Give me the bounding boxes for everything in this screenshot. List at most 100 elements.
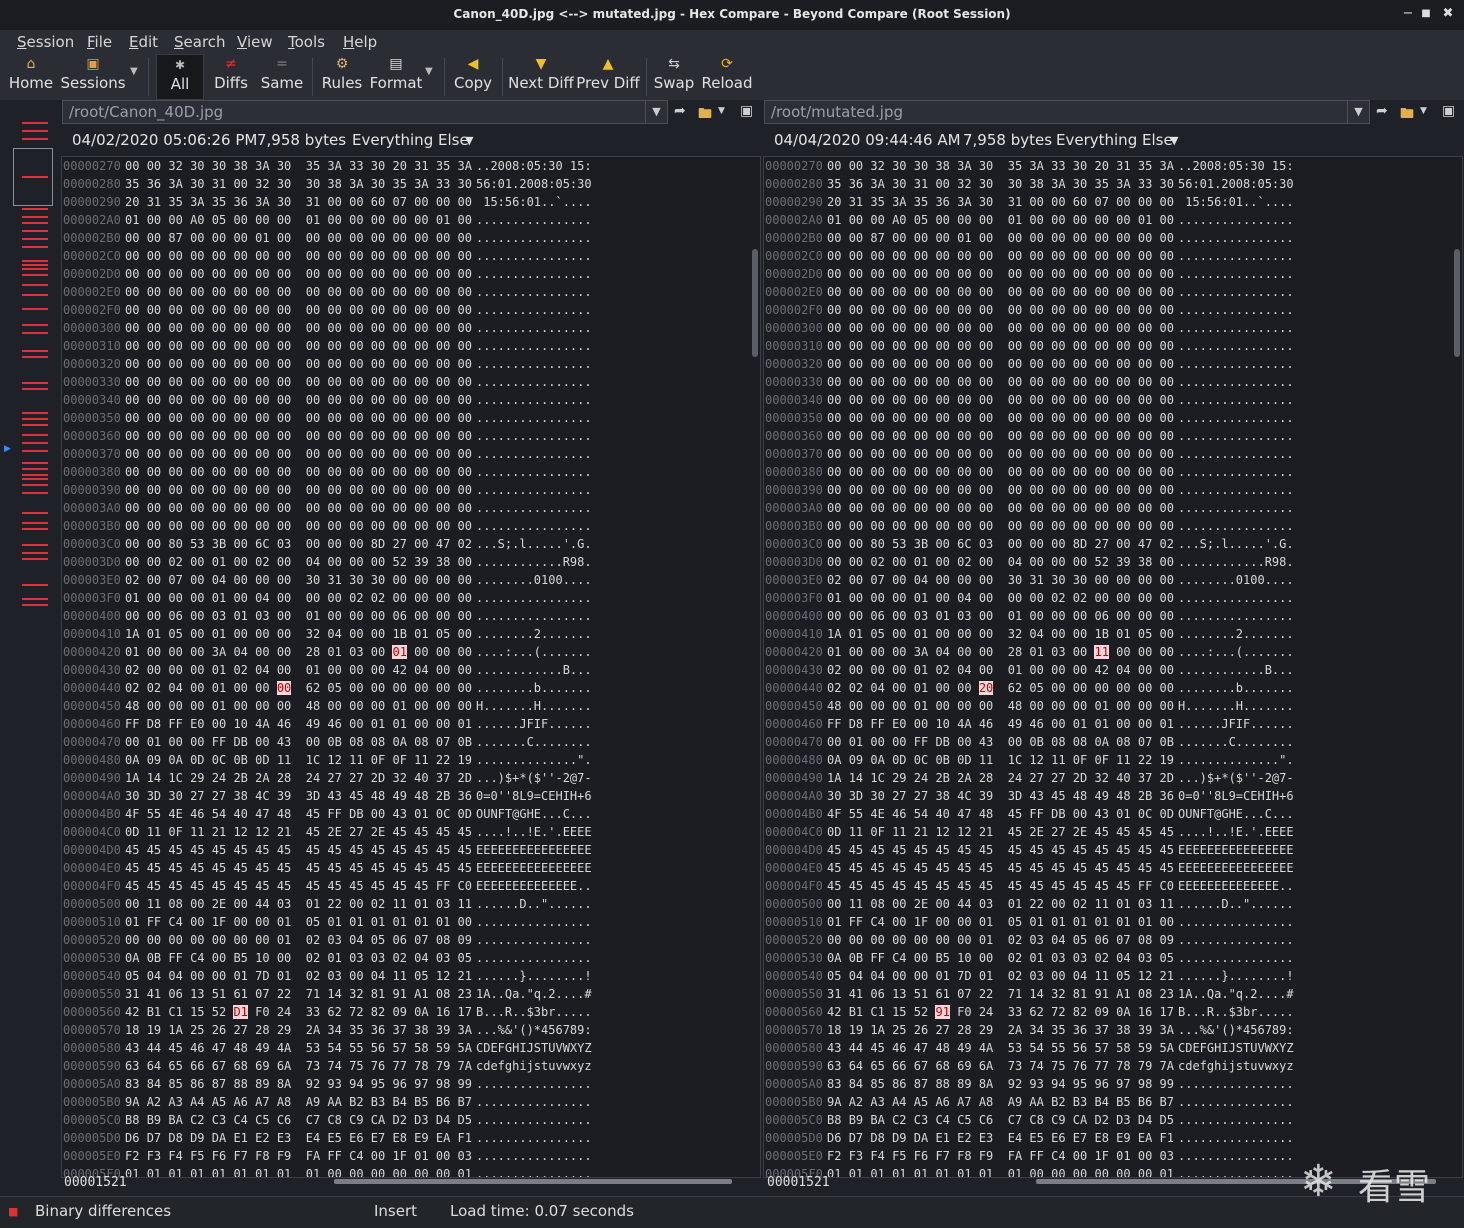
hex-byte[interactable]: 00: [392, 375, 407, 389]
hex-row[interactable]: 000002B0 00 00 87 00 00 00 01 00 00 00 00…: [62, 229, 748, 247]
hex-row[interactable]: 00000450 48 00 00 00 01 00 00 00 48 00 00…: [764, 697, 1450, 715]
hex-byte[interactable]: 30: [370, 573, 386, 587]
ascii-text[interactable]: ..............".: [1178, 753, 1294, 767]
hex-byte[interactable]: 36: [457, 789, 472, 803]
hex-byte[interactable]: 01: [1094, 915, 1109, 929]
hex-byte[interactable]: 1A: [827, 627, 842, 641]
ascii-text[interactable]: ................: [1178, 429, 1294, 443]
hex-byte[interactable]: 00: [935, 285, 950, 299]
diff-marker[interactable]: [22, 230, 48, 232]
hex-byte[interactable]: 31: [146, 195, 162, 209]
hex-byte[interactable]: 01: [276, 1167, 292, 1178]
hex-byte[interactable]: 00: [1094, 519, 1109, 533]
hex-byte[interactable]: 05: [1159, 951, 1174, 965]
hex-byte[interactable]: 01: [1116, 807, 1131, 821]
hex-byte[interactable]: 00: [233, 321, 248, 335]
hex-row[interactable]: 00000390 00 00 00 00 00 00 00 00 00 00 00…: [764, 481, 1450, 499]
hex-byte[interactable]: 38: [414, 1023, 429, 1037]
hex-byte[interactable]: 0D: [190, 753, 205, 767]
hex-bytes[interactable]: 45 45 45 45 45 45 45 45 45 45 45 45 45 4…: [125, 841, 472, 859]
ascii-text[interactable]: CDEFGHIJSTUVWXYZ: [476, 1041, 592, 1055]
hex-byte[interactable]: 48: [414, 789, 429, 803]
hex-byte[interactable]: 09: [1159, 933, 1174, 947]
save-icon[interactable]: ▣: [1442, 103, 1456, 119]
hex-byte[interactable]: 00: [190, 267, 205, 281]
hex-byte[interactable]: 01: [168, 1167, 183, 1178]
hex-byte[interactable]: 45: [1094, 861, 1109, 875]
hex-byte[interactable]: 89: [957, 1077, 972, 1091]
hex-byte[interactable]: 00: [935, 519, 950, 533]
hex-byte[interactable]: 00: [1094, 429, 1109, 443]
hex-byte[interactable]: 00: [1072, 339, 1088, 353]
hex-byte[interactable]: 00: [457, 285, 472, 299]
hex-byte[interactable]: 00: [935, 573, 950, 587]
hex-byte[interactable]: 00: [392, 681, 407, 695]
hex-byte[interactable]: C4: [190, 951, 205, 965]
hex-byte[interactable]: FF: [435, 879, 451, 893]
ascii-text[interactable]: ................: [1178, 285, 1294, 299]
hex-byte[interactable]: 25: [892, 1023, 907, 1037]
hex-byte[interactable]: B7: [457, 1095, 472, 1109]
hex-byte[interactable]: 00: [190, 591, 205, 605]
hex-byte[interactable]: 43: [327, 789, 342, 803]
hex-byte[interactable]: FA: [305, 1149, 321, 1163]
hex-byte[interactable]: 55: [1051, 1041, 1066, 1055]
hex-byte[interactable]: 12: [435, 969, 451, 983]
hex-byte[interactable]: 00: [1094, 573, 1109, 587]
hex-byte[interactable]: 00: [305, 519, 321, 533]
hex-byte[interactable]: 59: [1137, 1041, 1153, 1055]
hex-byte[interactable]: 43: [125, 1041, 140, 1055]
hex-byte[interactable]: 00: [146, 573, 162, 587]
hex-byte[interactable]: 0D: [1159, 807, 1174, 821]
hex-byte[interactable]: 04: [1116, 951, 1131, 965]
hex-byte[interactable]: D2: [392, 1113, 407, 1127]
hex-byte[interactable]: 29: [276, 1023, 292, 1037]
hex-byte[interactable]: 00: [414, 1167, 429, 1178]
hex-byte[interactable]: 00: [1007, 411, 1023, 425]
diff-marker[interactable]: [22, 412, 48, 414]
hex-row[interactable]: 00000440 02 02 04 00 01 00 00 00 62 05 00…: [62, 679, 748, 697]
hex-byte[interactable]: 00: [190, 375, 205, 389]
hex-byte[interactable]: 0B: [457, 735, 472, 749]
hex-byte[interactable]: 00: [414, 231, 429, 245]
hex-byte[interactable]: C8: [1029, 1113, 1044, 1127]
hex-byte[interactable]: 00: [827, 393, 842, 407]
hex-byte[interactable]: 00: [848, 303, 864, 317]
hex-byte[interactable]: 00: [414, 645, 429, 659]
hex-byte[interactable]: B1: [848, 1005, 864, 1019]
hex-byte[interactable]: 02: [1159, 537, 1174, 551]
diff-marker[interactable]: [22, 130, 48, 132]
hex-byte[interactable]: 04: [1116, 663, 1131, 677]
hex-byte[interactable]: 00: [190, 573, 205, 587]
hex-byte[interactable]: 00: [935, 303, 950, 317]
hex-byte[interactable]: 00: [957, 285, 972, 299]
hex-byte[interactable]: 30: [1159, 177, 1174, 191]
hex-byte[interactable]: 00: [414, 303, 429, 317]
hex-byte[interactable]: 03: [457, 1149, 472, 1163]
hex-byte[interactable]: 00: [233, 483, 248, 497]
hex-byte[interactable]: 00: [435, 591, 451, 605]
hex-row[interactable]: 000002F0 00 00 00 00 00 00 00 00 00 00 00…: [764, 301, 1450, 319]
hex-byte[interactable]: 00: [349, 717, 364, 731]
hex-byte[interactable]: 32: [305, 627, 321, 641]
hex-byte[interactable]: 31: [414, 159, 429, 173]
hex-byte[interactable]: 00: [211, 429, 227, 443]
hex-byte[interactable]: 00: [1159, 627, 1174, 641]
hex-byte[interactable]: 03: [1029, 933, 1044, 947]
hex-byte[interactable]: 01: [1051, 915, 1066, 929]
hex-byte[interactable]: 00: [414, 465, 429, 479]
hex-byte[interactable]: 00: [1072, 249, 1088, 263]
hex-byte[interactable]: B3: [1072, 1095, 1088, 1109]
hex-bytes[interactable]: 00 00 80 53 3B 00 6C 03 00 00 00 8D 27 0…: [125, 535, 472, 553]
diff-marker[interactable]: [22, 238, 48, 240]
hex-byte[interactable]: 36: [848, 177, 864, 191]
hex-byte[interactable]: 00: [435, 1149, 451, 1163]
diff-marker[interactable]: [22, 474, 48, 476]
hex-row[interactable]: 000002B0 00 00 87 00 00 00 01 00 00 00 00…: [764, 229, 1450, 247]
hex-byte[interactable]: 00: [276, 519, 292, 533]
hex-byte[interactable]: F4: [870, 1149, 885, 1163]
hex-byte[interactable]: FF: [1137, 879, 1153, 893]
hex-row[interactable]: 00000290 20 31 35 3A 35 36 3A 30 31 00 00…: [62, 193, 748, 211]
hex-byte[interactable]: 00: [1116, 357, 1131, 371]
hex-byte[interactable]: 02: [370, 591, 386, 605]
